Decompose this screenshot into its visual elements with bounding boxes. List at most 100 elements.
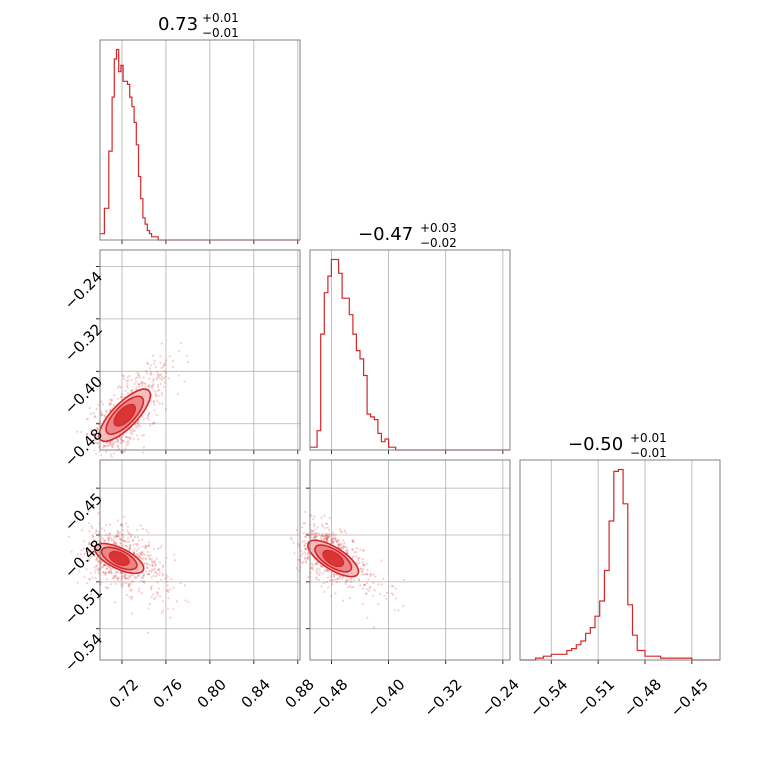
scatter-p3-p2-point bbox=[322, 535, 325, 538]
scatter-p3-p1-point bbox=[162, 566, 165, 569]
scatter-p3-p1-frame bbox=[99, 459, 301, 661]
scatter-p3-p2-point bbox=[305, 548, 308, 551]
scatter-p2-p1-point bbox=[121, 374, 124, 377]
scatter-p2-p1-point bbox=[94, 432, 97, 435]
scatter-p3-p2-point bbox=[332, 540, 335, 543]
scatter-p3-p1-point bbox=[148, 564, 151, 567]
scatter-p2-p1-point bbox=[168, 355, 171, 358]
scatter-p2-p1-point bbox=[148, 385, 151, 389]
scatter-p3-p1-point bbox=[97, 568, 100, 571]
scatter-p3-p1-point bbox=[150, 576, 153, 579]
scatter-p3-p1-point bbox=[112, 542, 115, 545]
scatter-p3-p1-point bbox=[95, 564, 98, 567]
scatter-p3-p1-point bbox=[166, 589, 169, 592]
scatter-p3-p1-point bbox=[109, 583, 113, 586]
scatter-p3-p1-point bbox=[114, 582, 117, 586]
scatter-p3-p1-point bbox=[156, 593, 159, 597]
scatter-p3-p2-point bbox=[394, 587, 397, 590]
scatter-p2-p1-point bbox=[127, 437, 130, 440]
scatter-p3-p1-point bbox=[88, 530, 91, 533]
scatter-p3-p2-point bbox=[336, 577, 339, 580]
scatter-p3-p1-point bbox=[128, 544, 132, 547]
scatter-p3-p1-point bbox=[89, 543, 92, 546]
scatter-p3-p2-point bbox=[346, 586, 349, 589]
scatter-p3-p1-point bbox=[158, 561, 161, 564]
scatter-p2-p1-point bbox=[146, 413, 149, 416]
scatter-p3-p2-point bbox=[329, 533, 332, 536]
scatter-p3-p1-point bbox=[142, 557, 145, 560]
scatter-p2-p1-point bbox=[80, 431, 83, 434]
scatter-p3-p1-point bbox=[75, 557, 79, 560]
scatter-p3-p2-point bbox=[313, 532, 316, 535]
scatter-p2-p1-point bbox=[153, 421, 156, 425]
scatter-p2-p1-point bbox=[164, 375, 167, 378]
scatter-p3-p2-point bbox=[301, 526, 304, 529]
scatter-p3-p1-point bbox=[123, 539, 126, 543]
scatter-p3-p1-point bbox=[170, 577, 173, 580]
scatter-p2-p1-point bbox=[116, 397, 119, 400]
scatter-p3-p1-point bbox=[88, 542, 91, 545]
scatter-p2-p1-point bbox=[127, 442, 130, 445]
scatter-p2-p1-point bbox=[122, 440, 125, 443]
scatter-p3-p2-point bbox=[298, 544, 301, 547]
scatter-p3-p1-point bbox=[151, 562, 154, 565]
scatter-p2-p1-point bbox=[112, 452, 116, 455]
scatter-p3-p2-point bbox=[315, 570, 318, 574]
scatter-p2-p1-point bbox=[137, 382, 140, 386]
scatter-p3-p1-point bbox=[108, 570, 111, 573]
scatter-p3-p1-point bbox=[146, 554, 149, 557]
scatter-p3-p1-point bbox=[136, 552, 139, 556]
scatter-p3-p2-point bbox=[343, 541, 346, 545]
scatter-p3-p2-point bbox=[363, 583, 366, 587]
scatter-p3-p2-point bbox=[303, 544, 306, 547]
scatter-p3-p2-point bbox=[313, 525, 316, 528]
scatter-p3-p2-point bbox=[313, 522, 316, 526]
scatter-p3-p1-point bbox=[100, 561, 103, 565]
scatter-p2-p1-point bbox=[159, 355, 162, 358]
scatter-p2-p1-point bbox=[150, 385, 154, 388]
scatter-p2-p1-point bbox=[109, 441, 112, 445]
scatter-p2-p1-point bbox=[95, 435, 98, 438]
scatter-p2-p1-point bbox=[86, 418, 90, 421]
scatter-p3-p2-point bbox=[329, 539, 333, 542]
scatter-p3-p2-point bbox=[315, 532, 318, 535]
scatter-p3-p2-point bbox=[374, 575, 377, 578]
scatter-p3-p1-point bbox=[86, 549, 89, 552]
scatter-p3-p2-point bbox=[361, 561, 364, 564]
scatter-p3-p2-point bbox=[304, 522, 307, 525]
scatter-p3-p2-point bbox=[330, 579, 333, 583]
scatter-p3-p2-point bbox=[340, 547, 343, 550]
scatter-p3-p1-point bbox=[114, 536, 118, 539]
scatter-p2-p1-point bbox=[92, 432, 95, 435]
scatter-p2-p1-point bbox=[100, 413, 103, 417]
scatter-p2-p1-point bbox=[120, 393, 123, 396]
scatter-p3-p1-point bbox=[103, 564, 106, 567]
scatter-p2-p1-point bbox=[158, 402, 161, 405]
scatter-p3-p1-point bbox=[127, 540, 130, 543]
scatter-p3-p1-point bbox=[107, 571, 110, 574]
scatter-p3-p1-point bbox=[110, 537, 113, 540]
scatter-p2-p1-point bbox=[86, 442, 89, 445]
scatter-p3-p1: −0.54−0.51−0.48−0.450.72 0.76 0.80 0.84 0.88 bbox=[61, 459, 318, 712]
scatter-p2-p1-point bbox=[157, 394, 160, 397]
scatter-p3-p1-point bbox=[151, 564, 154, 567]
scatter-p2-p1-point bbox=[105, 441, 108, 444]
scatter-p3-p2-point bbox=[357, 559, 360, 562]
scatter-p3-p1-point bbox=[112, 574, 115, 577]
scatter-p3-p1-point bbox=[79, 557, 82, 560]
scatter-p3-p2-point bbox=[372, 594, 375, 597]
scatter-p2-p1-point bbox=[111, 445, 114, 448]
scatter-p3-p1-point bbox=[106, 567, 109, 571]
scatter-p3-p1-point bbox=[133, 536, 137, 539]
scatter-p3-p1-point bbox=[122, 539, 125, 542]
scatter-p3-p2-point bbox=[339, 546, 342, 549]
scatter-p3-p1-point bbox=[120, 571, 123, 574]
scatter-p3-p2-point bbox=[325, 538, 328, 542]
scatter-p3-p1-point bbox=[85, 550, 88, 553]
scatter-p3-p1-point bbox=[122, 584, 125, 587]
scatter-p3-p1-point bbox=[172, 608, 175, 611]
scatter-p3-p1-point bbox=[103, 529, 106, 532]
scatter-p3-p2-point bbox=[330, 541, 333, 544]
scatter-p3-p2-point bbox=[355, 561, 358, 564]
scatter-p2-p1-point bbox=[156, 374, 159, 377]
